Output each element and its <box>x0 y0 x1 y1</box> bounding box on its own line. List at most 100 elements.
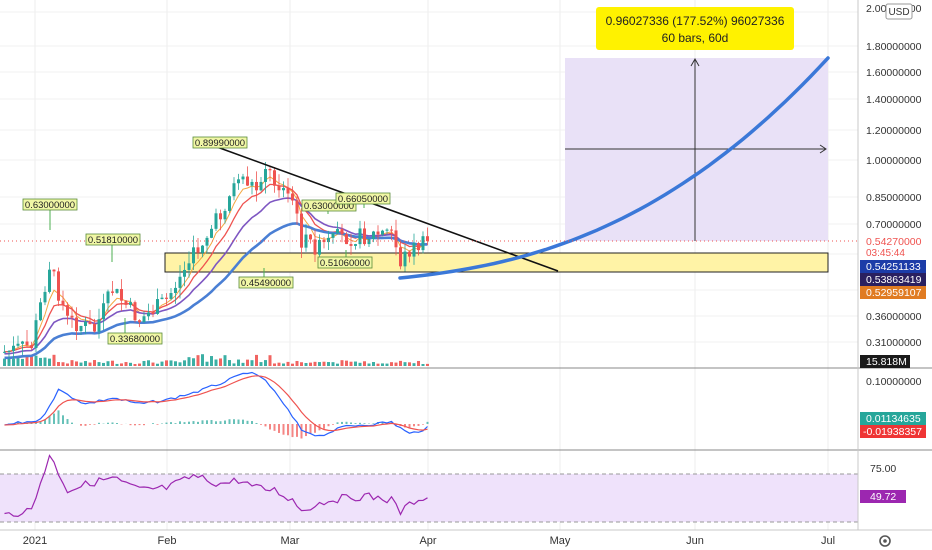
time-axis-label: May <box>550 535 571 547</box>
volume-bar <box>421 363 425 366</box>
macd-histogram-bar <box>170 422 172 424</box>
candle-body <box>66 305 69 316</box>
volume-bar <box>124 362 128 366</box>
candle-body <box>345 234 348 245</box>
candle-body <box>376 231 380 235</box>
volume-bar <box>192 358 195 366</box>
candle-body <box>61 300 65 306</box>
volume-bar <box>79 362 83 366</box>
ema-blue <box>4 222 428 360</box>
volume-bar <box>16 356 20 366</box>
volume-bar <box>196 355 200 366</box>
macd-histogram-bar <box>233 419 235 424</box>
macd-histogram-bar <box>143 424 145 426</box>
time-axis-label: Mar <box>281 535 300 547</box>
price-axis-tick: 0.70000000 <box>866 219 922 231</box>
volume-bar <box>12 358 15 366</box>
volume-bar <box>48 358 51 366</box>
volume-bar <box>187 357 191 366</box>
volume-value: 15.818M <box>866 356 907 368</box>
candle-body <box>43 291 47 303</box>
last-price-value: 0.54270000 <box>866 236 922 248</box>
rsi-tag <box>860 490 906 503</box>
annotation-label: 0.45490000 <box>241 278 291 289</box>
macd-histogram-bar <box>422 424 424 425</box>
candle-body <box>57 271 60 301</box>
candle-body <box>84 321 87 326</box>
time-axis[interactable]: 2021 Feb Mar Apr May Jun Jul <box>23 535 835 547</box>
macd-histogram-bar <box>152 423 154 424</box>
macd-histogram-bar <box>116 423 118 424</box>
ema2-value: 0.53863419 <box>866 274 922 286</box>
candle-body <box>286 188 290 194</box>
candle-body <box>282 188 285 191</box>
volume-bar <box>358 362 362 366</box>
annotation-box <box>317 256 373 269</box>
volume-bar <box>223 355 227 366</box>
macd-histogram-bar <box>426 421 429 424</box>
gear-icon[interactable] <box>879 535 891 547</box>
candle-body <box>115 289 119 293</box>
volume-bar <box>264 360 267 366</box>
candle-body <box>273 170 276 186</box>
volume-bar <box>381 363 384 366</box>
candle-body <box>124 300 128 305</box>
candle-body <box>133 302 137 321</box>
volume-bar <box>160 361 164 366</box>
macd-pane <box>3 371 429 439</box>
macd-histogram-bar <box>264 424 267 427</box>
countdown-value: 03:45:44 <box>866 248 905 259</box>
volume-bar <box>412 363 416 366</box>
candle-body <box>79 325 83 332</box>
rsi-line <box>4 454 428 518</box>
candle-body <box>331 233 335 238</box>
candlesticks <box>3 161 429 363</box>
candle-body <box>399 247 402 267</box>
candle-body <box>291 193 294 201</box>
rsi-value: 49.72 <box>870 491 896 503</box>
rsi-band <box>0 474 858 522</box>
candle-body <box>214 213 218 229</box>
annotation-label: 0.63000000 <box>25 200 75 211</box>
macd-histogram-bar <box>309 424 312 434</box>
macd-histogram-bar <box>246 420 249 424</box>
currency-badge[interactable] <box>885 3 913 20</box>
volume-bar <box>241 362 245 366</box>
volume-bar <box>408 362 411 366</box>
volume-bar <box>259 362 263 366</box>
candle-body <box>120 289 123 301</box>
macd-histogram-bar <box>345 421 348 424</box>
descending-trendline[interactable] <box>216 146 559 272</box>
macd-histogram-bar <box>39 421 42 424</box>
volume-bar <box>309 362 312 366</box>
candle-body <box>309 234 312 240</box>
candle-body <box>111 291 114 293</box>
volume-bar <box>394 362 398 366</box>
price-axis-tick: 0.85000000 <box>866 192 922 204</box>
annotation-label: 0.89990000 <box>195 138 245 149</box>
ema-orange <box>4 176 428 353</box>
volume-bar <box>345 360 348 366</box>
candle-body <box>417 243 420 251</box>
measure-info-line1: 0.96027336 (177.52%) 96027336 <box>606 14 785 28</box>
projection-curve[interactable] <box>398 56 830 280</box>
macd-histogram-bar <box>206 420 208 424</box>
annotation-box <box>335 192 391 205</box>
candle-body <box>169 293 173 299</box>
volume-bar <box>57 362 60 366</box>
candle-body <box>142 316 146 323</box>
volume-bar <box>228 360 231 366</box>
candle-body <box>277 185 281 191</box>
candle-body <box>246 176 249 186</box>
macd-histogram-bar <box>44 419 46 424</box>
volume-bar <box>111 360 114 366</box>
candle-body <box>39 302 42 321</box>
candle-body <box>3 351 6 353</box>
macd-histogram-bar <box>188 421 190 424</box>
volume-bar <box>340 360 344 366</box>
candle-body <box>336 229 339 234</box>
time-axis-label: Jul <box>821 535 835 547</box>
candle-body <box>97 319 101 332</box>
